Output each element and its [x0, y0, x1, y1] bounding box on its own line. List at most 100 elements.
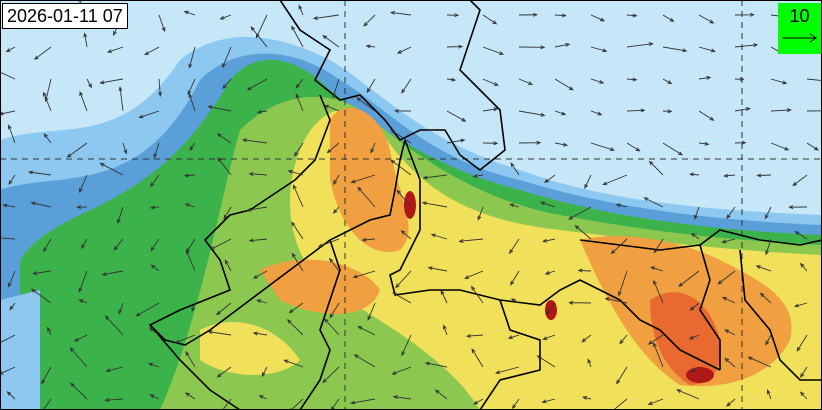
wind-arrow [294, 142, 304, 157]
wind-arrow [676, 389, 700, 400]
wind-arrow [216, 366, 232, 378]
wind-arrow [43, 133, 52, 144]
wind-arrow [7, 124, 16, 144]
wind-arrow [104, 398, 124, 402]
wind-arrow [688, 334, 700, 340]
wind-arrow [252, 270, 268, 279]
wind-arrow [610, 238, 628, 255]
wind-arrow [755, 265, 772, 272]
wind-arrow [122, 142, 128, 155]
wind-arrow [323, 318, 340, 336]
wind-arrow [581, 334, 592, 343]
wind-arrow [662, 46, 688, 53]
wind-arrow [317, 238, 340, 248]
wind-arrow [390, 159, 412, 176]
wind-arrow [99, 162, 124, 176]
wind-arrow [392, 292, 412, 304]
wind-arrow [765, 334, 772, 346]
wind-arrow [286, 319, 304, 336]
wind-arrow [726, 398, 736, 407]
wind-arrow [367, 302, 376, 321]
wind-arrow [482, 78, 499, 86]
wind-arrow [653, 279, 664, 304]
wind-arrow [734, 43, 759, 48]
wind-arrow [174, 334, 196, 344]
wind-arrow [678, 270, 700, 287]
wind-arrow [332, 206, 340, 214]
wind-arrow [291, 221, 304, 240]
wind-arrow [246, 206, 268, 212]
wind-arrow [400, 230, 412, 240]
wind-arrow [694, 206, 700, 220]
wind-arrow [30, 288, 52, 304]
wind-arrow [0, 334, 16, 344]
wind-arrow [698, 141, 710, 146]
wind-arrow [788, 205, 808, 210]
wind-arrow [223, 206, 232, 220]
wind-arrow [222, 46, 232, 69]
wind-arrow [188, 93, 196, 112]
wind-arrow [648, 160, 664, 176]
wind-arrow [158, 78, 163, 97]
wind-arrow [222, 398, 232, 410]
wind-arrow [510, 162, 520, 176]
wind-arrow [688, 172, 700, 177]
wind-arrow [217, 157, 232, 176]
wind-arrow [458, 238, 484, 243]
wind-arrow [470, 285, 484, 304]
wind-arrow [118, 302, 124, 315]
wind-arrow [86, 78, 92, 89]
wind-arrow [283, 359, 304, 368]
wind-arrow [106, 46, 124, 53]
wind-arrow [446, 13, 460, 18]
wind-arrow [392, 395, 412, 400]
wind-arrow [81, 238, 88, 250]
wind-arrow [626, 77, 638, 82]
wind-arrow [518, 140, 542, 145]
wind-arrow [291, 25, 304, 48]
wind-arrow [794, 231, 808, 240]
wind-arrow [83, 32, 88, 48]
wind-arrow [8, 270, 16, 288]
wind-arrow [626, 42, 654, 48]
wind-arrow [792, 174, 808, 187]
wind-arrow [69, 347, 88, 368]
wind-arrow [396, 189, 412, 208]
wind-arrow [734, 77, 745, 82]
wind-arrow [511, 398, 520, 410]
wind-arrow [148, 327, 160, 336]
wind-arrow [189, 142, 196, 151]
wind-arrow [258, 395, 268, 400]
wind-arrow [615, 203, 628, 208]
wind-arrow [766, 389, 772, 400]
wind-arrow [446, 77, 457, 82]
wind-arrow [650, 266, 664, 272]
wind-arrow [391, 366, 412, 375]
wind-arrow [395, 270, 412, 289]
wind-arrow [662, 78, 673, 85]
wind-arrow [653, 238, 664, 254]
wind-arrow [698, 75, 712, 80]
wind-arrow [756, 173, 772, 178]
wind-arrow [329, 302, 340, 319]
wind-arrow [647, 334, 664, 345]
wind-arrow [734, 107, 751, 112]
wind-arrow [365, 44, 376, 49]
wind-arrow [76, 205, 88, 210]
wind-arrow [118, 86, 124, 112]
wind-arrow [509, 238, 520, 255]
wind-arrow [44, 78, 52, 103]
wind-arrow [8, 174, 16, 186]
wind-arrow [32, 270, 52, 276]
wind-arrow [150, 238, 160, 252]
wind-arrow [150, 264, 160, 272]
wind-arrow [542, 238, 556, 243]
wind-arrow [222, 78, 232, 90]
wind-arrow [568, 206, 592, 220]
wind-arrow [590, 14, 606, 22]
wind-arrow [357, 326, 376, 336]
wind-arrow [207, 105, 232, 112]
wind-arrow [356, 97, 376, 112]
